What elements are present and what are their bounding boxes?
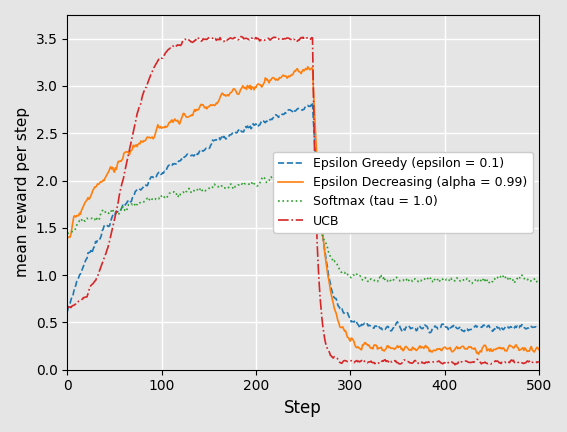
Epsilon Greedy (epsilon = 0.1)	[235, 127, 242, 133]
Epsilon Decreasing (alpha = 0.99)	[475, 352, 482, 357]
Epsilon Decreasing (alpha = 0.99)	[181, 111, 188, 116]
Epsilon Decreasing (alpha = 0.99)	[201, 104, 208, 109]
Softmax (tau = 1.0)	[301, 171, 307, 176]
Epsilon Greedy (epsilon = 0.1)	[426, 330, 433, 335]
UCB	[201, 37, 208, 42]
Softmax (tau = 1.0)	[486, 281, 493, 286]
Softmax (tau = 1.0)	[181, 191, 188, 196]
Epsilon Decreasing (alpha = 0.99)	[369, 345, 375, 350]
Epsilon Decreasing (alpha = 0.99)	[304, 64, 311, 70]
Softmax (tau = 1.0)	[369, 277, 375, 283]
Line: UCB: UCB	[67, 37, 539, 365]
UCB	[535, 359, 542, 365]
Epsilon Greedy (epsilon = 0.1)	[456, 325, 463, 330]
Softmax (tau = 1.0)	[374, 279, 381, 284]
Epsilon Greedy (epsilon = 0.1)	[309, 100, 316, 105]
Epsilon Greedy (epsilon = 0.1)	[374, 323, 381, 328]
UCB	[374, 361, 381, 366]
UCB	[451, 362, 458, 367]
Epsilon Greedy (epsilon = 0.1)	[181, 154, 188, 159]
Softmax (tau = 1.0)	[235, 182, 242, 187]
X-axis label: Step: Step	[284, 399, 322, 417]
Softmax (tau = 1.0)	[535, 280, 542, 285]
Softmax (tau = 1.0)	[201, 188, 208, 194]
UCB	[181, 37, 188, 42]
Softmax (tau = 1.0)	[64, 230, 71, 235]
Epsilon Decreasing (alpha = 0.99)	[374, 346, 381, 352]
Epsilon Greedy (epsilon = 0.1)	[369, 324, 375, 330]
Epsilon Decreasing (alpha = 0.99)	[455, 345, 462, 350]
Line: Epsilon Decreasing (alpha = 0.99): Epsilon Decreasing (alpha = 0.99)	[67, 67, 539, 354]
UCB	[64, 304, 71, 309]
Line: Softmax (tau = 1.0): Softmax (tau = 1.0)	[67, 173, 539, 283]
UCB	[235, 37, 242, 42]
Line: Epsilon Greedy (epsilon = 0.1): Epsilon Greedy (epsilon = 0.1)	[67, 102, 539, 333]
Legend: Epsilon Greedy (epsilon = 0.1), Epsilon Decreasing (alpha = 0.99), Softmax (tau : Epsilon Greedy (epsilon = 0.1), Epsilon …	[273, 152, 532, 233]
Epsilon Greedy (epsilon = 0.1)	[64, 309, 71, 314]
Epsilon Decreasing (alpha = 0.99)	[235, 92, 242, 97]
Epsilon Decreasing (alpha = 0.99)	[64, 235, 71, 241]
Epsilon Greedy (epsilon = 0.1)	[201, 148, 208, 153]
Y-axis label: mean reward per step: mean reward per step	[15, 107, 30, 277]
UCB	[369, 360, 375, 365]
Softmax (tau = 1.0)	[455, 276, 462, 281]
UCB	[238, 34, 244, 39]
Epsilon Decreasing (alpha = 0.99)	[535, 347, 542, 353]
UCB	[456, 359, 463, 365]
Epsilon Greedy (epsilon = 0.1)	[535, 324, 542, 329]
